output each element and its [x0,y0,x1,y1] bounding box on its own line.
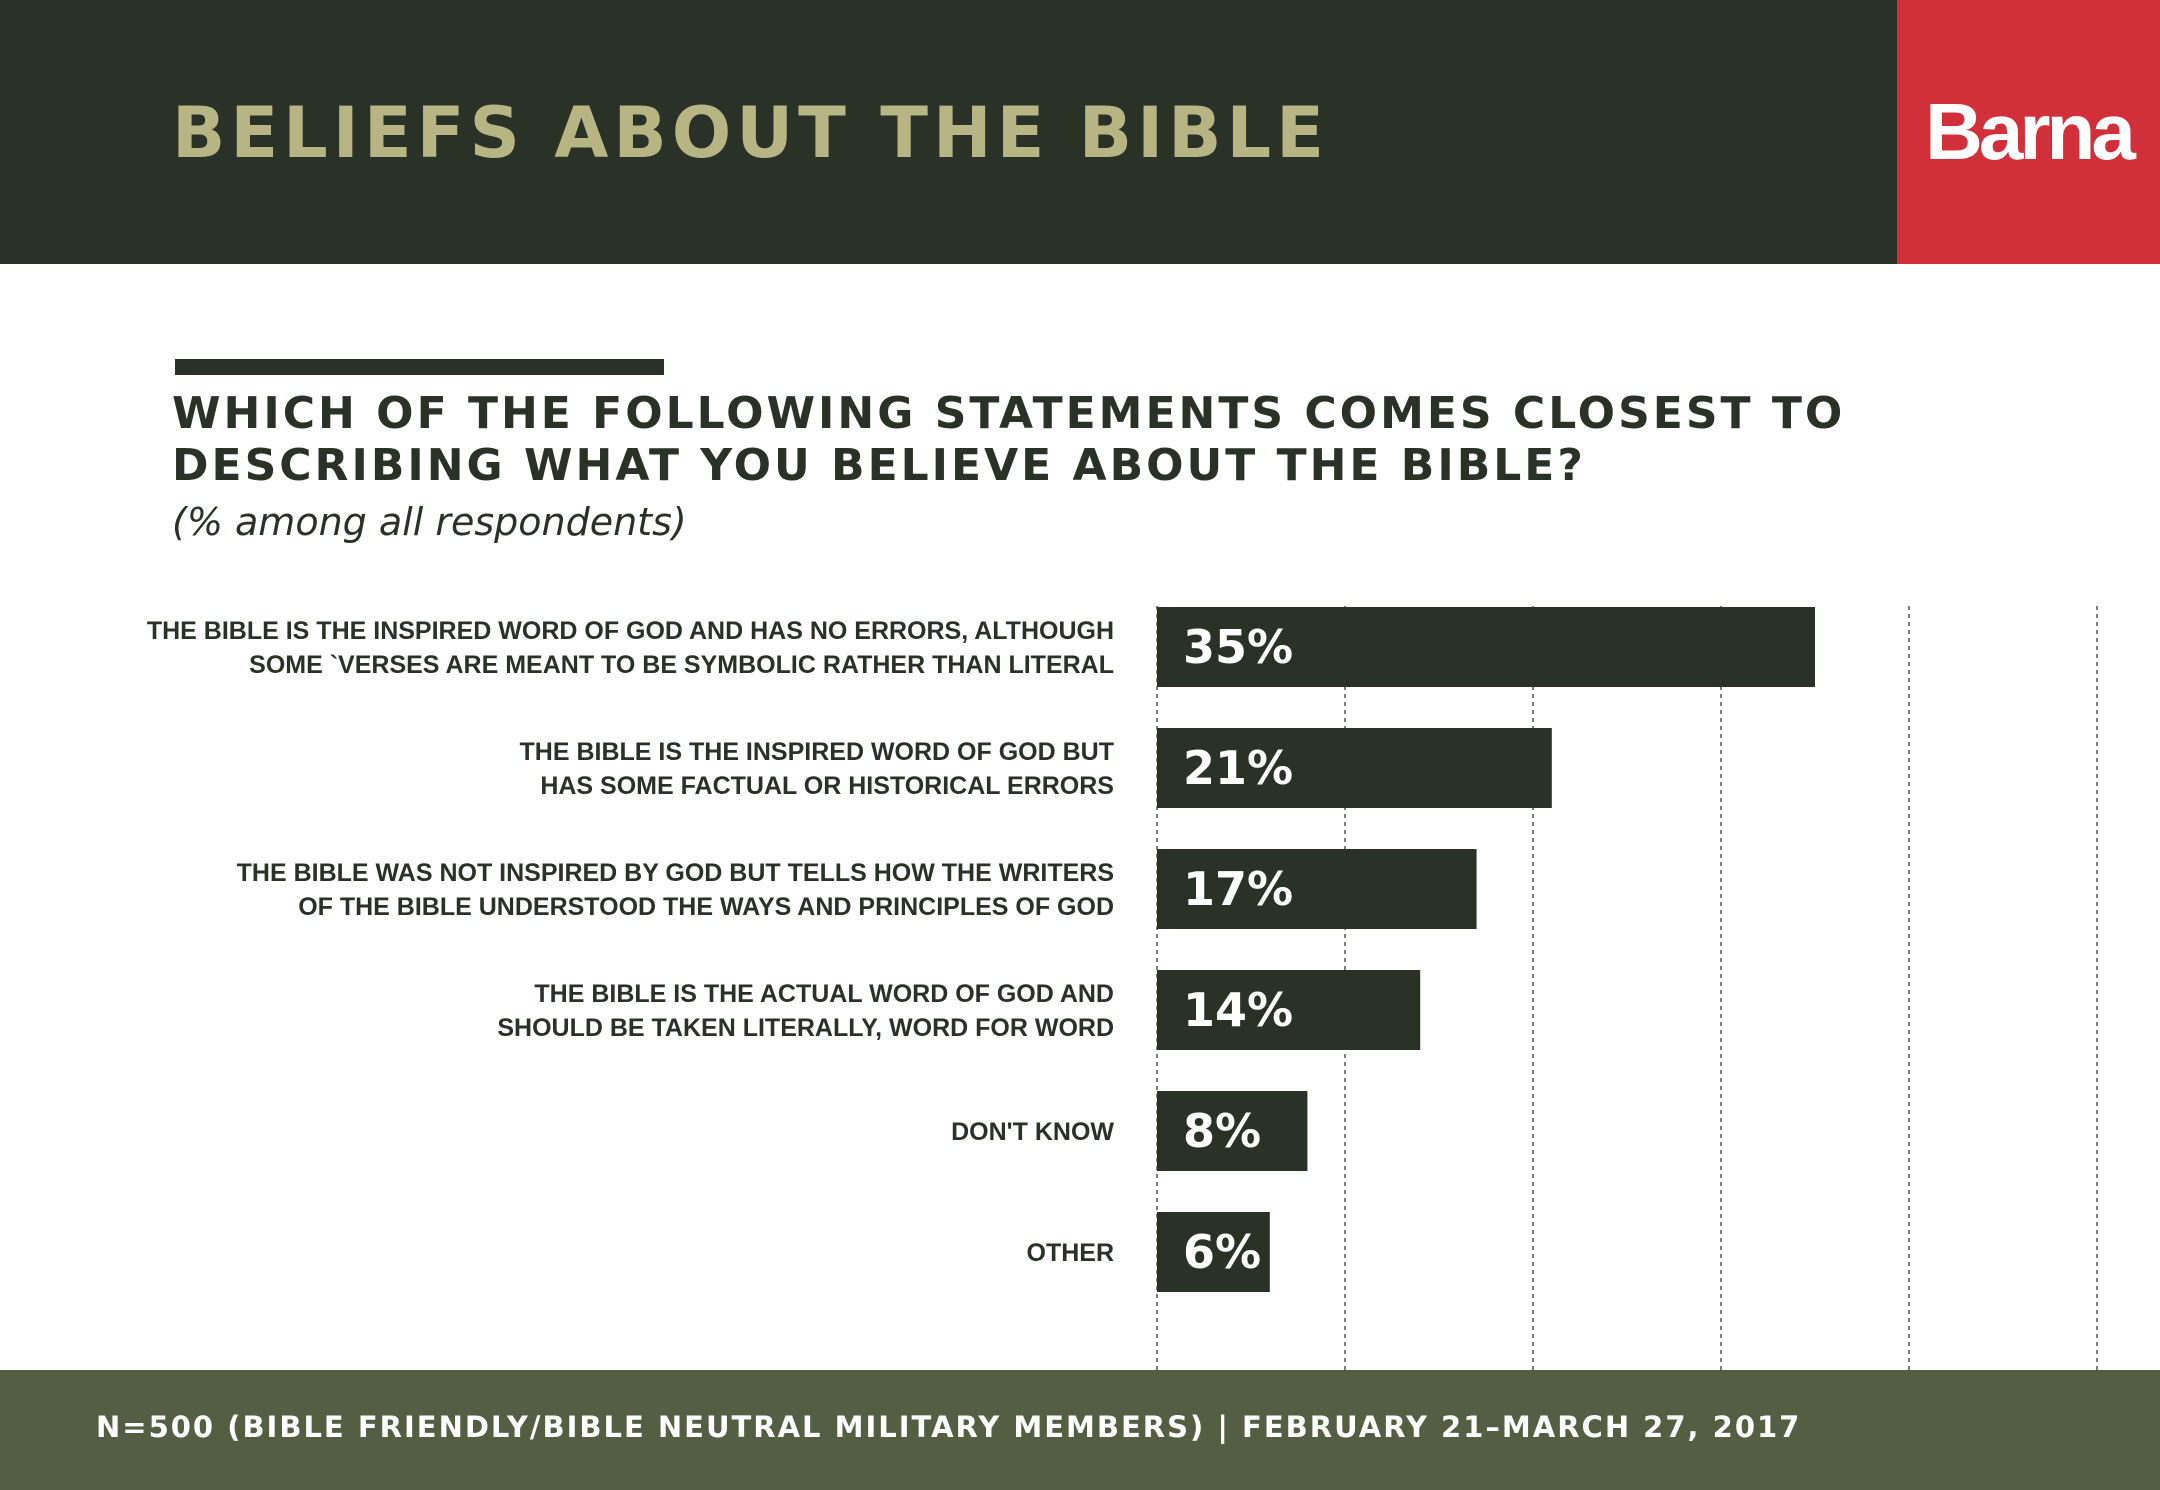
value-label: 21% [1183,741,1293,795]
category-label: SOME `VERSES ARE MEANT TO BE SYMBOLIC RA… [249,651,1114,679]
page-title: BELIEFS ABOUT THE BIBLE [172,92,1329,174]
category-label: HAS SOME FACTUAL OR HISTORICAL ERRORS [540,772,1114,800]
question-line-2: DESCRIBING WHAT YOU BELIEVE ABOUT THE BI… [172,440,1586,491]
value-label: 35% [1183,620,1293,674]
question-line-1: WHICH OF THE FOLLOWING STATEMENTS COMES … [172,388,1846,439]
bar [1157,1212,1270,1292]
bar [1157,728,1552,808]
value-label: 8% [1183,1104,1261,1158]
category-label: THE BIBLE IS THE INSPIRED WORD OF GOD BU… [520,738,1114,766]
category-label: THE BIBLE IS THE ACTUAL WORD OF GOD AND [534,980,1114,1008]
category-label: OF THE BIBLE UNDERSTOOD THE WAYS AND PRI… [298,893,1114,921]
bar [1157,849,1477,929]
logo-text: Barna [1925,87,2136,176]
chart-subtitle: (% among all respondents) [172,500,687,544]
bar [1157,607,1815,687]
value-label: 6% [1183,1225,1261,1279]
barna-logo: Barna [1897,0,2160,264]
bar [1157,1091,1308,1171]
header-bar: BELIEFS ABOUT THE BIBLE Barna [0,0,2160,264]
category-label: DON'T KNOW [951,1118,1114,1146]
sample-note: N=500 (BIBLE FRIENDLY/BIBLE NEUTRAL MILI… [96,1410,1802,1444]
bar [1157,970,1421,1050]
value-label: 14% [1183,983,1293,1037]
value-label: 17% [1183,862,1293,916]
category-label: OTHER [1027,1239,1115,1267]
category-label: THE BIBLE IS THE INSPIRED WORD OF GOD AN… [147,617,1114,645]
category-label: SHOULD BE TAKEN LITERALLY, WORD FOR WORD [497,1014,1114,1042]
accent-rule [175,359,664,375]
footer-bar: N=500 (BIBLE FRIENDLY/BIBLE NEUTRAL MILI… [0,1370,2160,1490]
category-label: THE BIBLE WAS NOT INSPIRED BY GOD BUT TE… [237,859,1114,887]
chart-question: WHICH OF THE FOLLOWING STATEMENTS COMES … [172,388,1846,492]
